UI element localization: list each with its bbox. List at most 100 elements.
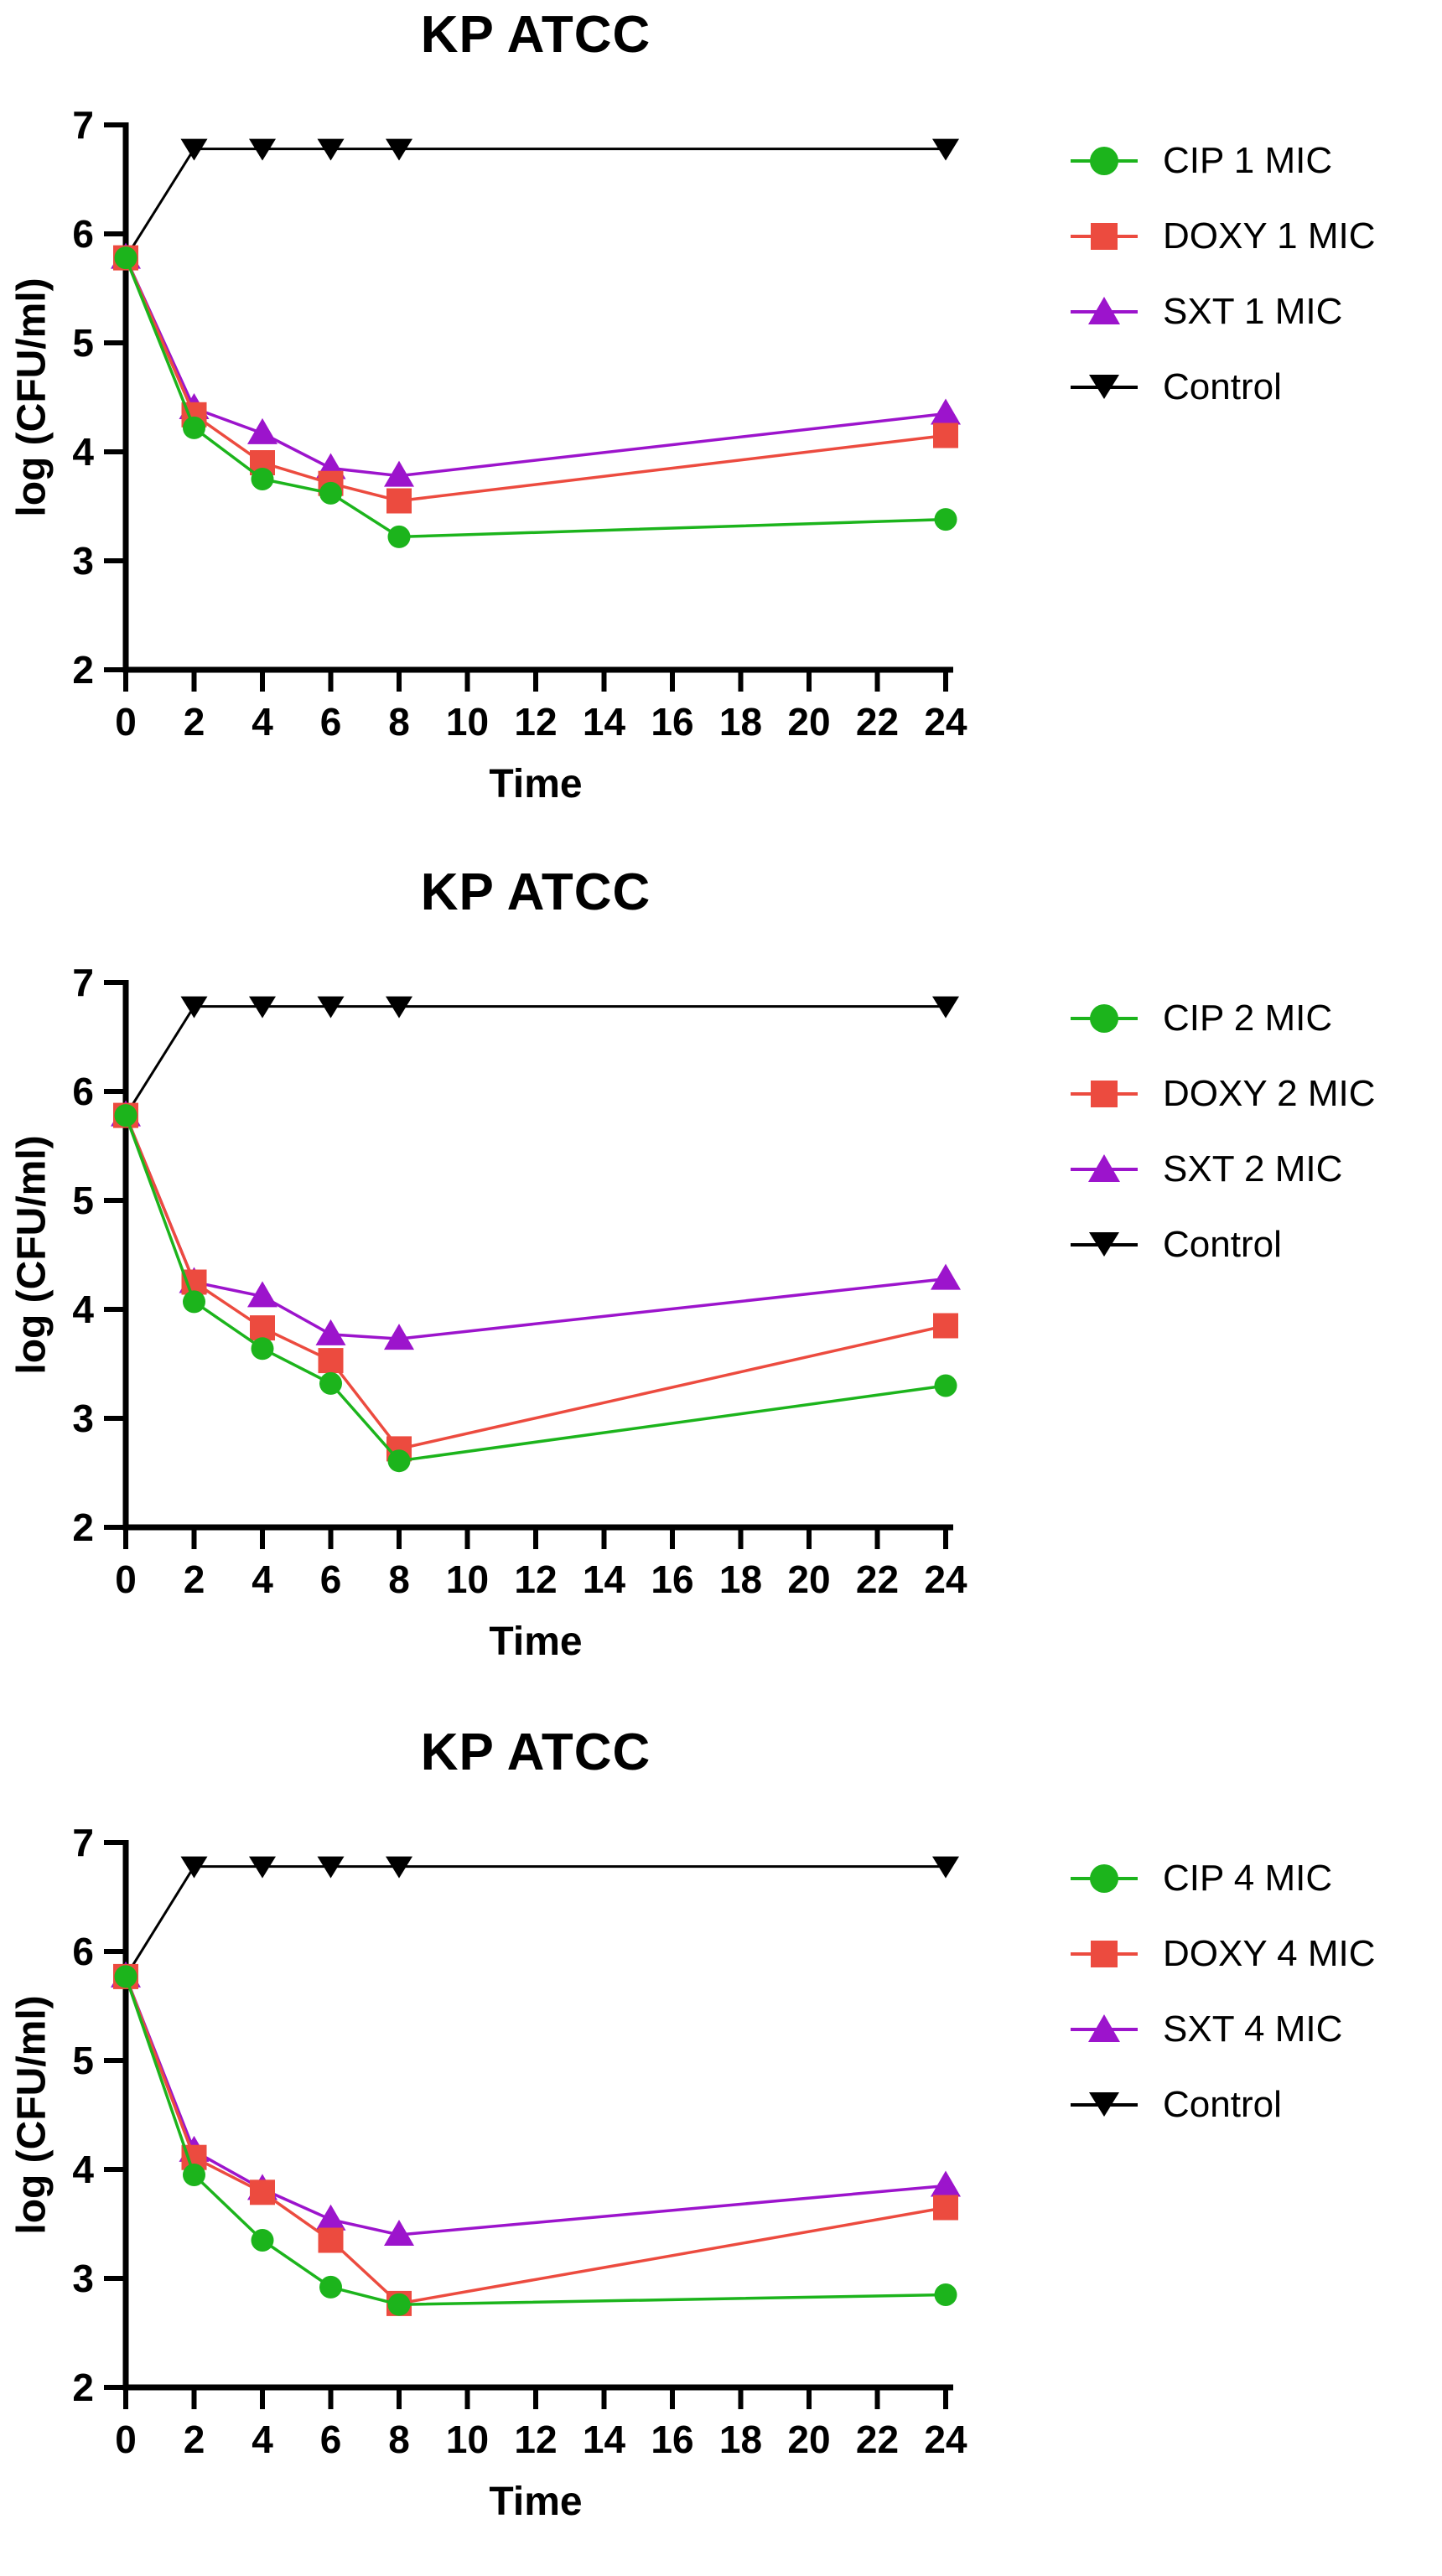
series-triangle-down-marker	[317, 138, 345, 161]
x-tick-label: 4	[252, 1558, 273, 1601]
series-square-marker	[1091, 1081, 1118, 1107]
legend-label: SXT 1 MIC	[1163, 291, 1343, 332]
legend-circle-marker-icon	[1071, 1004, 1138, 1033]
series-triangle-up-marker	[1088, 2014, 1120, 2042]
x-tick-label: 4	[252, 700, 273, 744]
series-square-marker	[250, 2179, 275, 2205]
series-triangle-up-marker	[247, 417, 278, 444]
series-circle-marker	[319, 481, 342, 505]
series-triangle-down-marker	[386, 996, 412, 1018]
series-triangle-down-marker	[932, 996, 959, 1018]
y-tick-label: 6	[72, 1070, 94, 1113]
series-triangle-down-marker	[1089, 1232, 1119, 1257]
series-circle-marker	[1090, 1864, 1118, 1893]
x-tick-label: 20	[787, 2418, 830, 2461]
series-triangle-up-marker	[931, 2170, 961, 2197]
legend-label: DOXY 2 MIC	[1163, 1073, 1376, 1114]
x-axis-title: Time	[489, 1620, 583, 1664]
x-tick-label: 6	[320, 700, 342, 744]
series-square-marker	[933, 1313, 958, 1339]
series-circle-marker	[183, 416, 205, 439]
legend-item: DOXY 2 MIC	[1071, 1056, 1375, 1132]
x-tick-label: 22	[856, 700, 899, 744]
legend-square-marker-icon	[1071, 1941, 1138, 1967]
x-tick-label: 0	[115, 700, 137, 744]
y-tick-label: 4	[72, 1288, 94, 1331]
series-triangle-down-marker	[249, 138, 276, 161]
chart-panel-2-mic: KP ATCC log (CFU/ml) 2 3 4 5 6 7 0 2 4 6 8 10 12 14 16…	[0, 858, 1442, 1716]
legend-item: SXT 1 MIC	[1071, 274, 1375, 350]
legend-item: Control	[1071, 350, 1375, 425]
x-axis-title: Time	[489, 762, 583, 806]
legend: CIP 1 MIC DOXY 1 MIC SXT 1 MIC Control	[1071, 123, 1375, 425]
series-circle-marker	[934, 1374, 957, 1397]
series-circle-marker	[934, 2283, 957, 2306]
x-tick-label: 0	[115, 1558, 137, 1601]
series-triangle-up-marker	[247, 1281, 278, 1308]
series-triangle-up-marker	[1088, 1154, 1120, 1182]
y-tick-label: 2	[72, 2366, 94, 2409]
legend-label: CIP 4 MIC	[1163, 1858, 1333, 1899]
series-circle-marker	[319, 2275, 342, 2299]
series-triangle-down-marker	[386, 138, 412, 161]
series-line	[124, 1114, 947, 1451]
legend-triangle-down-marker-icon	[1071, 2092, 1138, 2117]
x-tick-label: 16	[651, 2418, 693, 2461]
legend-triangle-down-marker-icon	[1071, 375, 1138, 399]
series-circle-marker	[251, 2229, 274, 2252]
series-triangle-up-marker	[931, 398, 961, 425]
x-tick-label: 2	[184, 700, 205, 744]
y-tick-label: 7	[72, 103, 94, 147]
series-line	[124, 1976, 947, 2237]
x-tick-label: 12	[514, 2418, 557, 2461]
legend-triangle-up-marker-icon	[1071, 297, 1138, 324]
x-tick-label: 10	[446, 1558, 489, 1601]
x-tick-label: 18	[719, 2418, 762, 2461]
legend-label: DOXY 4 MIC	[1163, 1933, 1376, 1974]
series-triangle-down-marker	[317, 1856, 345, 1879]
x-tick-label: 8	[388, 1558, 410, 1601]
x-tick-label: 10	[446, 2418, 489, 2461]
series-triangle-down-marker	[1089, 2092, 1119, 2117]
series-square-marker	[933, 2195, 958, 2221]
legend-item: Control	[1071, 1207, 1375, 1283]
legend: CIP 4 MIC DOXY 4 MIC SXT 4 MIC Control	[1071, 1841, 1375, 2143]
x-tick-label: 24	[924, 2418, 967, 2461]
y-tick-label: 5	[72, 321, 94, 365]
x-tick-label: 8	[388, 700, 410, 744]
legend-item: SXT 2 MIC	[1071, 1132, 1375, 1207]
legend-triangle-down-marker-icon	[1071, 1232, 1138, 1257]
series-triangle-down-marker	[249, 1856, 276, 1879]
series-circle-marker	[114, 1965, 137, 1988]
series-square-marker	[933, 422, 958, 448]
x-tick-label: 24	[924, 1558, 967, 1601]
y-tick-label: 2	[72, 648, 94, 692]
series-triangle-down-marker	[932, 138, 959, 161]
y-tick-label: 6	[72, 1930, 94, 1973]
series-line	[124, 1005, 946, 1117]
x-tick-label: 22	[856, 1558, 899, 1601]
legend-triangle-up-marker-icon	[1071, 2014, 1138, 2042]
legend-label: CIP 2 MIC	[1163, 998, 1333, 1039]
legend-item: SXT 4 MIC	[1071, 1992, 1375, 2067]
x-tick-label: 12	[514, 1558, 557, 1601]
chart-title: KP ATCC	[420, 863, 651, 921]
x-axis-title: Time	[489, 2480, 583, 2524]
x-tick-label: 18	[719, 1558, 762, 1601]
legend-label: CIP 1 MIC	[1163, 140, 1333, 181]
series-line	[124, 1114, 947, 1463]
y-tick-label: 3	[72, 1397, 94, 1440]
y-tick-label: 4	[72, 430, 94, 474]
y-tick-label: 5	[72, 2039, 94, 2082]
x-tick-label: 18	[719, 700, 762, 744]
series-square-marker	[250, 1315, 275, 1341]
legend-item: DOXY 1 MIC	[1071, 199, 1375, 274]
legend-label: SXT 2 MIC	[1163, 1148, 1343, 1190]
series-square-marker	[386, 488, 412, 514]
x-tick-label: 4	[252, 2418, 273, 2461]
legend-circle-marker-icon	[1071, 1864, 1138, 1893]
chart-panel-1-mic: KP ATCC log (CFU/ml) 2 3 4 5 6 7 0 2 4 6 8 10 12 14 16…	[0, 0, 1442, 858]
